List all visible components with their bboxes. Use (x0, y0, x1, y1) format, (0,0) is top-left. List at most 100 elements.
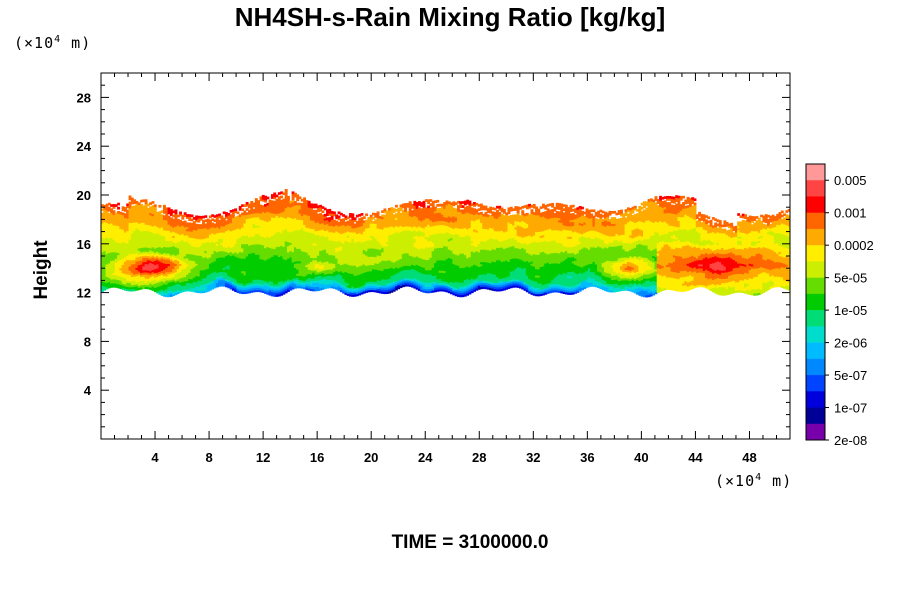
field-cell (245, 284, 249, 288)
field-cell (259, 275, 263, 278)
field-cell (284, 288, 288, 292)
field-cell (252, 266, 256, 270)
field-cell (236, 236, 240, 240)
field-cell (169, 279, 173, 283)
field-cell (270, 237, 274, 241)
field-cell (123, 219, 127, 223)
field-cell (229, 282, 233, 286)
field-cell (250, 232, 254, 235)
field-cell (160, 274, 164, 278)
field-cell (243, 229, 247, 232)
field-cell (268, 259, 272, 263)
field-cell (332, 242, 336, 246)
field-cell (218, 263, 222, 267)
field-cell (192, 254, 196, 258)
field-cell (261, 244, 265, 248)
field-cell (229, 210, 233, 213)
field-cell (296, 285, 300, 289)
field-cell (215, 282, 219, 286)
field-cell (231, 236, 235, 239)
field-cell (117, 235, 120, 239)
field-cell (335, 237, 339, 240)
field-cell (291, 257, 295, 261)
field-cell (284, 199, 288, 203)
field-cell (245, 262, 249, 265)
field-cell (231, 277, 235, 281)
field-cell (342, 286, 346, 290)
field-cell (254, 206, 258, 210)
field-cell (323, 271, 327, 275)
field-cell (254, 212, 258, 216)
field-cell (199, 240, 203, 244)
field-cell (342, 284, 346, 288)
field-cell (128, 282, 132, 286)
field-cell (300, 277, 304, 281)
field-cell (225, 284, 228, 288)
field-cell (140, 280, 143, 284)
field-cell (339, 237, 343, 241)
field-cell (280, 230, 284, 234)
field-cell (195, 227, 199, 231)
field-cell (156, 255, 160, 259)
field-cell (305, 281, 309, 284)
field-cell (307, 256, 311, 260)
field-cell (254, 227, 258, 230)
field-cell (231, 250, 235, 254)
field-cell (298, 231, 302, 235)
field-cell (298, 237, 302, 241)
field-cell (238, 247, 242, 251)
field-cell (101, 268, 104, 272)
field-cell (236, 225, 240, 229)
field-cell (202, 251, 205, 254)
field-cell (282, 287, 286, 291)
field-cell (277, 275, 281, 278)
field-cell (316, 269, 320, 273)
field-cell (326, 267, 329, 270)
field-cell (130, 234, 134, 238)
field-cell (273, 207, 277, 210)
field-cell (264, 195, 267, 199)
field-cell (137, 225, 141, 228)
field-cell (307, 242, 311, 245)
field-cell (140, 203, 143, 207)
field-cell (229, 247, 233, 251)
field-cell (126, 271, 130, 275)
field-cell (298, 215, 302, 218)
field-cell (259, 254, 263, 258)
field-cell (330, 246, 334, 249)
field-cell (126, 286, 130, 290)
field-cell (314, 282, 318, 286)
field-cell (289, 229, 293, 233)
field-cell (151, 257, 155, 260)
field-cell (305, 206, 309, 210)
field-cell (261, 255, 265, 258)
field-cell (110, 214, 114, 218)
field-cell (257, 276, 261, 280)
field-cell (172, 256, 176, 259)
field-cell (144, 265, 148, 269)
field-cell (257, 260, 261, 264)
field-cell (142, 232, 146, 236)
field-cell (153, 206, 157, 210)
field-cell (231, 227, 235, 231)
field-cell (179, 255, 182, 258)
field-cell (229, 270, 233, 273)
field-cell (206, 249, 210, 253)
field-cell (241, 235, 244, 239)
field-cell (234, 216, 238, 220)
field-cell (252, 260, 256, 264)
field-cell (319, 248, 323, 252)
field-cell (107, 262, 111, 266)
field-cell (339, 254, 343, 257)
field-cell (310, 222, 313, 225)
field-cell (310, 219, 313, 223)
field-cell (268, 247, 272, 250)
field-cell (227, 221, 231, 224)
field-cell (270, 283, 274, 286)
field-cell (319, 242, 323, 245)
field-cell (273, 213, 277, 216)
field-cell (130, 282, 134, 286)
field-cell (169, 252, 173, 256)
field-cell (135, 279, 139, 283)
field-cell (169, 213, 173, 216)
